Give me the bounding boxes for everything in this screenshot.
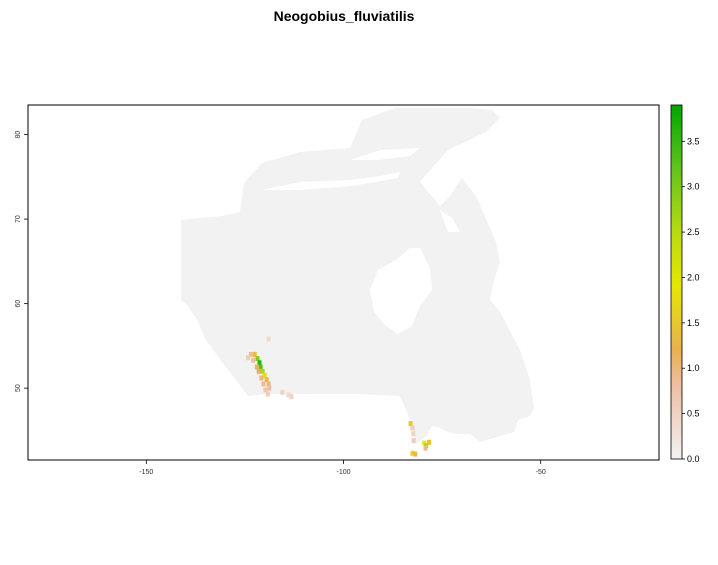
presence-cell	[252, 351, 257, 357]
legend-tick-label: 1.5	[687, 318, 700, 328]
presence-cell	[267, 385, 272, 391]
presence-cell	[289, 394, 294, 400]
presence-cells	[246, 336, 432, 457]
presence-cell	[251, 357, 256, 363]
presence-cell	[422, 440, 427, 446]
presence-cell	[261, 381, 266, 387]
y-tick-label: 70	[15, 215, 22, 223]
legend-tick-label: 1.0	[687, 363, 700, 373]
presence-cell	[410, 450, 415, 456]
presence-cell	[248, 351, 253, 357]
presence-cell	[257, 360, 262, 366]
presence-cell	[280, 389, 285, 395]
presence-cell	[413, 451, 418, 457]
presence-cell	[254, 364, 259, 370]
presence-cell	[264, 377, 269, 383]
map-panel	[181, 108, 534, 457]
y-tick-label: 80	[15, 131, 22, 139]
hudson-bay	[370, 248, 432, 334]
presence-cell	[262, 372, 267, 378]
presence-cell	[246, 355, 251, 361]
presence-cell	[258, 364, 263, 370]
legend-tick-label: 0.5	[687, 409, 700, 419]
x-tick-label: -50	[536, 469, 546, 476]
presence-cell	[286, 392, 291, 398]
presence-cell	[424, 443, 429, 449]
presence-cell	[411, 431, 416, 437]
presence-cell	[259, 375, 264, 381]
x-tick-label: -150	[139, 469, 153, 476]
presence-cell	[265, 391, 270, 397]
presence-cell	[408, 421, 413, 427]
legend-tick-label: 2.0	[687, 272, 700, 282]
presence-cell	[427, 439, 432, 445]
legend-tick-label: 3.0	[687, 182, 700, 192]
x-tick-label: -100	[336, 469, 350, 476]
presence-cell	[266, 336, 271, 342]
y-tick-label: 60	[15, 300, 22, 308]
presence-cell	[260, 368, 265, 374]
presence-cell	[423, 445, 428, 451]
presence-cell	[255, 356, 260, 362]
legend-color-bar	[671, 105, 682, 459]
y-axis: 50 60 70 80	[15, 131, 28, 392]
presence-cell	[410, 425, 415, 431]
y-tick-label: 50	[15, 384, 22, 392]
canada-landmass	[181, 108, 534, 444]
legend-tick-label: 3.5	[687, 136, 700, 146]
presence-cell	[256, 368, 261, 374]
legend-tick-label: 0.0	[687, 454, 700, 464]
presence-cell	[263, 387, 268, 393]
x-axis: -150 -100 -50	[139, 460, 546, 476]
color-legend: 0.0 0.5 1.0 1.5 2.0 2.5 3.0 3.5	[670, 104, 700, 464]
legend-tick-label: 2.5	[687, 227, 700, 237]
legend-frame	[670, 104, 683, 460]
chart-title: Neogobius_fluviatilis	[274, 8, 415, 24]
presence-cell	[411, 438, 416, 444]
legend-ticks: 0.0 0.5 1.0 1.5 2.0 2.5 3.0 3.5	[682, 136, 700, 464]
presence-cell	[266, 381, 271, 387]
